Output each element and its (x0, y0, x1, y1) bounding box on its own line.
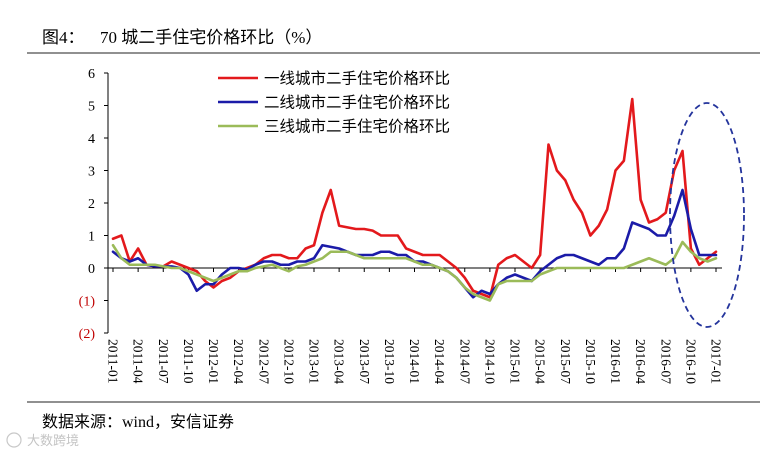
x-tick-label: 2012-07 (256, 339, 271, 384)
y-tick-label: 0 (88, 262, 95, 277)
x-tick-label: 2012-04 (231, 339, 246, 384)
legend-label-3: 三线城市二手住宅价格环比 (264, 118, 450, 136)
series-line-1 (111, 97, 718, 299)
source-note: 数据来源：wind，安信证券 (42, 413, 234, 431)
figure-label: 图4： (42, 28, 85, 47)
x-tick-label: 2016-07 (658, 339, 673, 384)
y-tick-label: 4 (88, 132, 95, 147)
chart-title: 70 城二手住宅价格环比（%） (100, 28, 322, 47)
x-tick-label: 2014-07 (457, 339, 472, 384)
x-tick-label: 2011-04 (131, 339, 146, 384)
x-tick-label: 2013-07 (357, 339, 372, 384)
x-tick-label: 2013-10 (382, 339, 397, 384)
x-tick-label: 2015-10 (583, 339, 598, 384)
x-tick-label: 2014-10 (482, 339, 497, 384)
x-tick-label: 2013-04 (332, 339, 347, 384)
series-line-2 (111, 188, 718, 299)
y-tick-label: 5 (88, 100, 95, 115)
y-tick-label: 2 (88, 197, 95, 212)
axes: 6 5 4 3 2 1 0 (1) (2) 2011-01 2011-04 2011-07 2011-1… (79, 67, 724, 384)
x-tick-label: 2011-10 (181, 339, 196, 384)
x-tick-label: 2015-01 (508, 339, 523, 384)
y-tick-label: 6 (88, 67, 95, 82)
x-tick-label: 2011-07 (156, 339, 171, 384)
x-tick-label: 2017-01 (709, 339, 724, 384)
x-tick-label: 2014-01 (407, 339, 422, 384)
highlight-ellipse (669, 102, 745, 328)
legend-label-1: 一线城市二手住宅价格环比 (264, 70, 450, 88)
x-tick-label: 2013-01 (307, 339, 322, 384)
x-tick-label: 2016-10 (683, 339, 698, 384)
legend-label-2: 二线城市二手住宅价格环比 (264, 94, 450, 112)
x-tick-label: 2012-10 (281, 339, 296, 384)
x-tick-label: 2015-04 (533, 339, 548, 384)
y-tick-label: (1) (79, 295, 96, 310)
x-tick-label: 2016-04 (633, 339, 648, 384)
y-tick-label: 3 (88, 165, 95, 180)
watermark-text: 大数跨境 (27, 434, 79, 449)
x-tick-label: 2012-01 (206, 339, 221, 384)
watermark-logo-icon (6, 432, 22, 448)
watermark: 大数跨境 (6, 432, 79, 449)
y-tick-label: 1 (88, 230, 95, 245)
y-tick-label: (2) (79, 327, 96, 342)
x-tick-label: 2015-07 (558, 339, 573, 384)
x-tick-label: 2014-04 (432, 339, 447, 384)
x-tick-label: 2011-01 (106, 339, 121, 384)
series-layer (111, 97, 718, 302)
series-line-3 (111, 240, 718, 302)
x-tick-label: 2016-01 (608, 339, 623, 384)
